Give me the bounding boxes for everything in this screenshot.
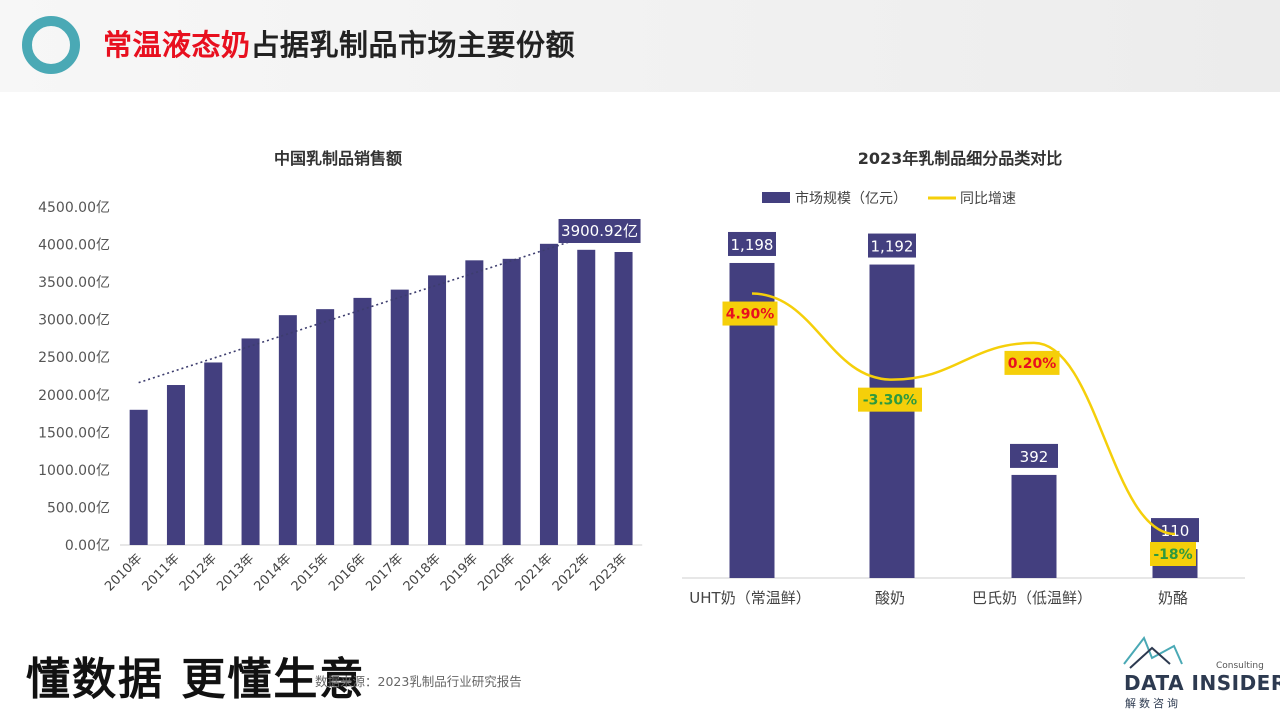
logo-cn: 解数咨询 [1125,697,1181,710]
trend-line [138,223,624,384]
bar [465,260,484,545]
bar [278,315,297,545]
logo-mark-icon [1123,635,1183,669]
bar-value-label: 110 [1161,522,1190,540]
y-tick-label: 500.00亿 [47,500,110,516]
bar [166,385,185,545]
title-highlight: 常温液态奶 [103,28,251,62]
bar [614,251,633,545]
growth-label: 0.20% [1008,356,1057,372]
growth-label-box [1150,542,1196,566]
category-label: UHT奶（常温鲜） [689,589,810,607]
bar [390,289,409,545]
logo-consulting: Consulting [1216,661,1264,671]
growth-label-box [722,301,778,326]
y-tick-label: 3000.00亿 [38,313,110,329]
y-tick-label: 0.00亿 [65,538,110,554]
logo-brand: DATA INSIDER [1124,671,1280,695]
brand-logo: Consulting DATA INSIDER 解数咨询 [1120,630,1280,710]
bar [353,297,372,545]
value-label: 3900.92亿 [561,222,638,240]
bar [129,409,148,545]
sales-bar-chart: 0.00亿 500.00亿 1000.00亿 1500.00亿 2000.00亿 2500… [38,200,643,594]
legend-swatch-bar [762,192,790,203]
bar [577,249,596,545]
y-tick-label: 2000.00亿 [38,388,110,404]
page-title: 常温液态奶占据乳制品市场主要份额 [103,22,575,64]
bar [428,275,447,545]
right-chart-title: 2023年乳制品细分品类对比 [857,149,1063,168]
bar-value-box [1010,443,1058,468]
growth-label: 4.90% [726,307,775,323]
bar [1011,474,1057,578]
bar [241,338,260,545]
title-rest: 占据乳制品市场主要份额 [250,28,576,62]
growth-label-box [1004,350,1060,375]
growth-label-box [858,387,922,412]
value-label-box [558,218,641,243]
y-tick-label: 4000.00亿 [38,238,110,254]
ring-icon [22,16,80,74]
legend-label-bar: 市场规模（亿元） [795,190,907,207]
growth-line [751,292,1176,536]
category-label: 奶酪 [1158,589,1188,607]
data-source: 数据来源：2023乳制品行业研究报告 [315,674,522,689]
y-tick-label: 3500.00亿 [38,275,110,291]
bar [316,309,335,545]
bar-value-label: 1,198 [731,236,774,254]
category-combo-chart: 市场规模（亿元） 同比增速 1,198 UHT奶（常温鲜） 1,192 酸奶 392 巴氏奶（… [682,190,1245,607]
y-tick-label: 4500.00亿 [38,200,110,216]
category-label: 巴氏奶（低温鲜） [972,589,1092,607]
bar [869,264,915,578]
bar [539,243,558,545]
slogan: 懂数据 更懂生意 [26,654,366,705]
y-tick-label: 1500.00亿 [38,425,110,441]
bar-value-label: 1,192 [871,238,914,256]
growth-label: -18% [1153,547,1192,563]
left-chart-title: 中国乳制品销售额 [273,149,403,168]
y-tick-label: 2500.00亿 [38,350,110,366]
bar-value-box [728,231,776,256]
bar [204,362,223,545]
growth-label: -3.30% [863,393,917,409]
header-bar: 常温液态奶占据乳制品市场主要份额 [0,0,1280,92]
legend-label-line: 同比增速 [960,191,1016,207]
bar [502,258,521,545]
category-label: 酸奶 [875,589,905,607]
bar-value-label: 392 [1020,448,1049,466]
bar-value-box [868,233,916,258]
y-tick-label: 1000.00亿 [38,463,110,479]
